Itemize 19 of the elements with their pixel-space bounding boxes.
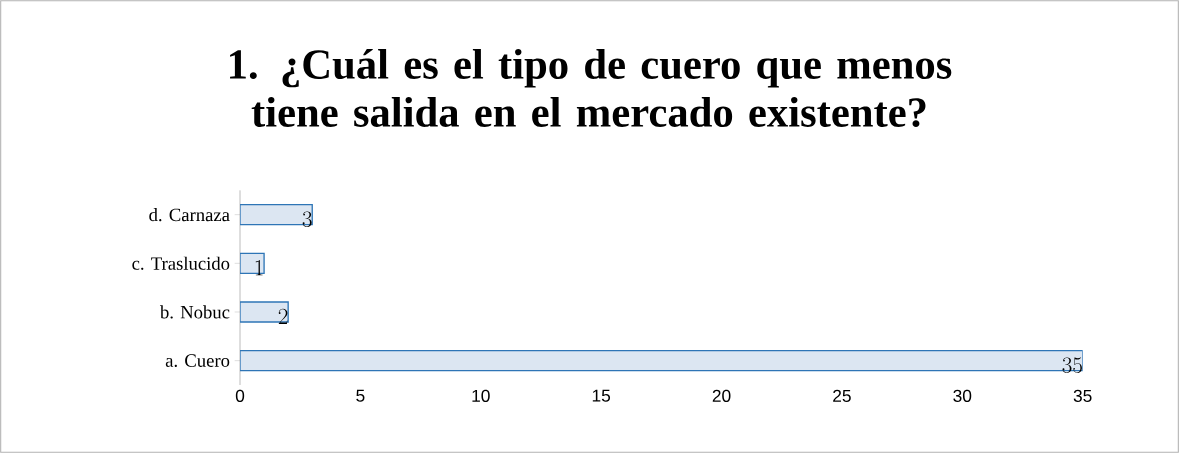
x-tick-label: 15 (592, 389, 611, 402)
bar (240, 203, 313, 226)
x-tick-label: 10 (472, 389, 490, 402)
data-label: 2 (278, 308, 288, 324)
chart-title: 1. ¿Cuál es el tipo de cuero que menos tiene salida en el mercado existente? (230, 48, 952, 128)
data-label: 35 (1062, 357, 1082, 373)
x-tick-label: 20 (712, 389, 731, 402)
x-tick-label: 35 (1073, 389, 1092, 402)
x-tick-label: 30 (953, 389, 972, 402)
bar (240, 349, 1083, 372)
y-tick-label: b. Nobuc (159, 305, 230, 319)
y-tick-label: d. Carnaza (149, 208, 230, 222)
data-label: 1 (255, 260, 263, 276)
data-label: 3 (302, 211, 312, 227)
y-tick-label: a. Cuero (165, 354, 230, 367)
x-tick-label: 0 (235, 389, 245, 402)
x-tick-label: 25 (833, 389, 851, 402)
y-tick-label: c. Traslucido (132, 256, 230, 270)
x-tick-label: 5 (356, 389, 365, 402)
